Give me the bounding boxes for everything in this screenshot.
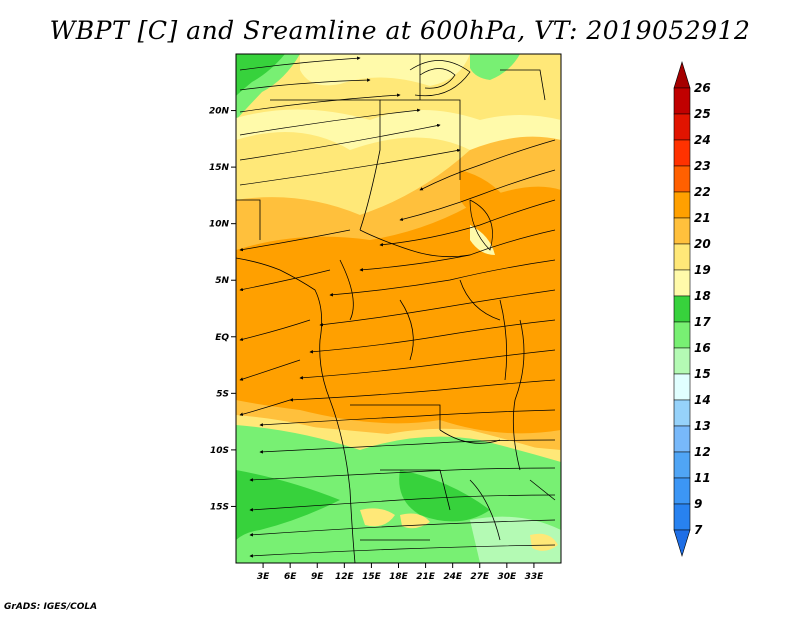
colorbar-label: 24 bbox=[694, 133, 711, 147]
colorbar-label: 7 bbox=[694, 523, 703, 537]
x-tick-label: 3E bbox=[257, 572, 270, 582]
colorbar-bin bbox=[673, 477, 691, 505]
y-tick-label: 10S bbox=[210, 446, 229, 456]
y-tick-label: 5N bbox=[215, 276, 229, 286]
colorbar-bin bbox=[673, 503, 691, 531]
y-tick-label: 20N bbox=[209, 107, 230, 117]
colorbar-bin bbox=[673, 139, 691, 167]
x-tick-label: 30E bbox=[497, 572, 517, 582]
colorbar-label: 15 bbox=[694, 367, 711, 381]
colorbar-label: 18 bbox=[694, 289, 711, 303]
colorbar: 7 9 11 12 13 14 15 16 17 18 19 20 21 22 23 24 25 26 bbox=[673, 60, 711, 558]
streamlines bbox=[239, 56, 556, 558]
colorbar-bin bbox=[673, 87, 691, 115]
x-tick-label: 21E bbox=[416, 572, 436, 582]
colorbar-bin bbox=[673, 295, 691, 323]
colorbar-bin bbox=[673, 243, 691, 271]
x-tick-label: 9E bbox=[311, 572, 324, 582]
country-borders bbox=[236, 54, 556, 563]
y-tick-label: 5S bbox=[216, 389, 229, 399]
colorbar-bin bbox=[673, 217, 691, 245]
colorbar-label: 25 bbox=[694, 107, 711, 121]
x-tick-label: 27E bbox=[470, 572, 490, 582]
colorbar-bin bbox=[673, 373, 691, 401]
temperature-field bbox=[236, 54, 561, 563]
colorbar-label: 16 bbox=[694, 341, 711, 355]
colorbar-label: 26 bbox=[694, 81, 711, 95]
colorbar-bin bbox=[673, 347, 691, 375]
colorbar-label: 22 bbox=[694, 185, 711, 199]
colorbar-label: 19 bbox=[694, 263, 711, 277]
colorbar-bin bbox=[673, 451, 691, 479]
colorbar-bin bbox=[673, 60, 691, 89]
colorbar-bin bbox=[673, 165, 691, 193]
x-tick-label: 24E bbox=[443, 572, 463, 582]
colorbar-bin bbox=[673, 269, 691, 297]
x-tick-label: 12E bbox=[335, 572, 355, 582]
colorbar-bin bbox=[673, 321, 691, 349]
colorbar-label: 14 bbox=[694, 393, 711, 407]
colorbar-label: 17 bbox=[694, 315, 711, 329]
x-tick-label: 18E bbox=[389, 572, 409, 582]
y-axis-ticks: 20N 15N 10N 5N EQ 5S 10S 15S bbox=[209, 107, 236, 512]
x-tick-label: 6E bbox=[284, 572, 297, 582]
colorbar-label: 20 bbox=[694, 237, 711, 251]
chart-title: WBPT [C] and Sreamline at 600hPa, VT: 20… bbox=[49, 16, 751, 45]
colorbar-label: 12 bbox=[694, 445, 711, 459]
colorbar-label: 23 bbox=[694, 159, 711, 173]
colorbar-bin bbox=[673, 529, 691, 558]
y-tick-label: 15N bbox=[209, 163, 230, 173]
colorbar-bin bbox=[673, 425, 691, 453]
colorbar-label: 13 bbox=[694, 419, 711, 433]
colorbar-label: 11 bbox=[694, 471, 711, 485]
colorbar-bin bbox=[673, 191, 691, 219]
colorbar-label: 21 bbox=[694, 211, 711, 225]
colorbar-bin bbox=[673, 399, 691, 427]
x-axis-ticks: 3E 6E 9E 12E 15E 18E 21E 24E 27E 30E 33E bbox=[257, 563, 544, 582]
y-tick-label: 15S bbox=[210, 502, 229, 512]
grads-credit: GrADS: IGES/COLA bbox=[4, 602, 98, 612]
y-tick-label: 10N bbox=[209, 220, 230, 230]
colorbar-label: 9 bbox=[694, 497, 702, 511]
x-tick-label: 15E bbox=[362, 572, 382, 582]
y-tick-label: EQ bbox=[215, 333, 229, 343]
colorbar-bin bbox=[673, 113, 691, 141]
x-tick-label: 33E bbox=[525, 572, 545, 582]
